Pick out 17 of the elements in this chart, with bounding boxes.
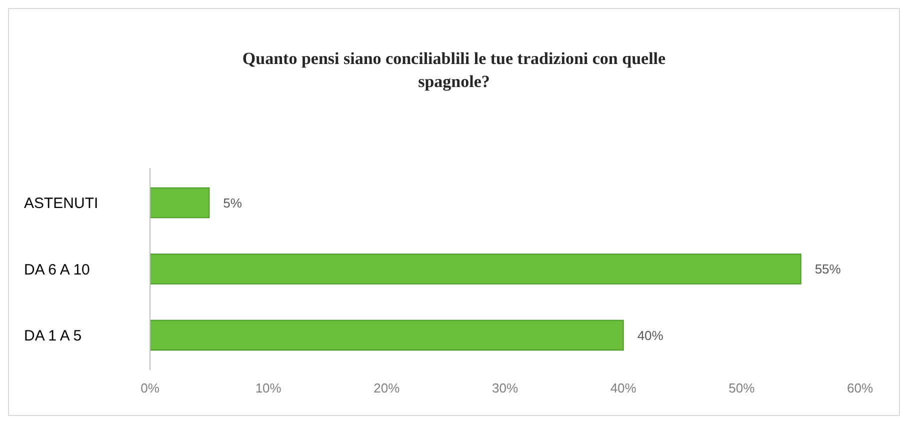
y-tick-label: ASTENUTI bbox=[24, 195, 98, 212]
x-tick-label: 50% bbox=[728, 380, 756, 396]
data-label: 55% bbox=[814, 262, 842, 277]
bar bbox=[150, 187, 210, 218]
chart-title: Quanto pensi siano conciliablili le tue tradizioni con quelle spagnole? bbox=[242, 49, 666, 91]
bar bbox=[150, 254, 802, 284]
x-tick-label: 20% bbox=[374, 380, 400, 396]
y-tick-label: DA 1 A 5 bbox=[24, 327, 82, 344]
x-tick-label: 30% bbox=[492, 380, 518, 396]
x-tick-label: 40% bbox=[610, 380, 637, 396]
data-label: 5% bbox=[223, 195, 242, 210]
y-tick-label: DA 6 A 10 bbox=[24, 261, 90, 278]
x-tick-label: 60% bbox=[846, 380, 874, 396]
x-tick-label: 10% bbox=[255, 380, 282, 396]
data-label: 40% bbox=[637, 328, 664, 343]
x-tick-label: 0% bbox=[140, 380, 160, 396]
bar bbox=[150, 320, 624, 351]
